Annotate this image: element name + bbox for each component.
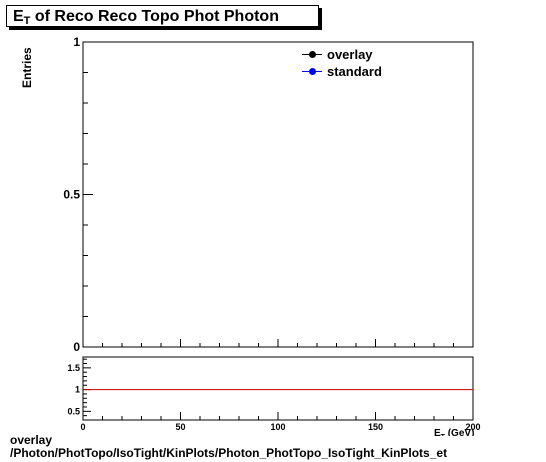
footer: overlay /Photon/PhotTopo/IsoTight/KinPlo…	[10, 434, 447, 460]
legend-marker-overlay	[302, 51, 322, 58]
legend-item-overlay: overlay	[300, 46, 410, 63]
footer-line-1: overlay	[10, 433, 53, 447]
main-y-tick-label: 1	[73, 35, 80, 49]
main-y-tick-label: 0.5	[63, 188, 80, 202]
ratio-y-tick-label: 0.5	[67, 406, 80, 416]
ratio-plot-frame	[82, 356, 474, 421]
ratio-x-tick-label: 150	[368, 422, 383, 432]
y-axis-label: Entries	[20, 47, 34, 88]
main-y-tick-label: 0	[73, 340, 80, 354]
ratio-x-tick-label: 200	[465, 422, 480, 432]
ratio-x-tick-label: 100	[270, 422, 285, 432]
x-axis-label: ET (GeV)	[434, 428, 475, 436]
legend-marker-standard	[302, 68, 322, 75]
footer-line-2: /Photon/PhotTopo/IsoTight/KinPlots/Photo…	[10, 446, 448, 460]
legend-label-standard: standard	[327, 64, 382, 79]
legend: overlay standard	[300, 46, 410, 80]
chart-title: ET of Reco Reco Topo Phot Photon	[6, 5, 319, 27]
ratio-x-tick-label: 0	[80, 422, 85, 432]
ratio-x-tick-label: 50	[175, 422, 185, 432]
legend-label-overlay: overlay	[327, 47, 373, 62]
main-plot-frame	[82, 41, 474, 348]
ratio-y-tick-label: 1	[75, 385, 80, 395]
ratio-y-tick-label: 1.5	[67, 363, 80, 373]
legend-item-standard: standard	[300, 63, 410, 80]
